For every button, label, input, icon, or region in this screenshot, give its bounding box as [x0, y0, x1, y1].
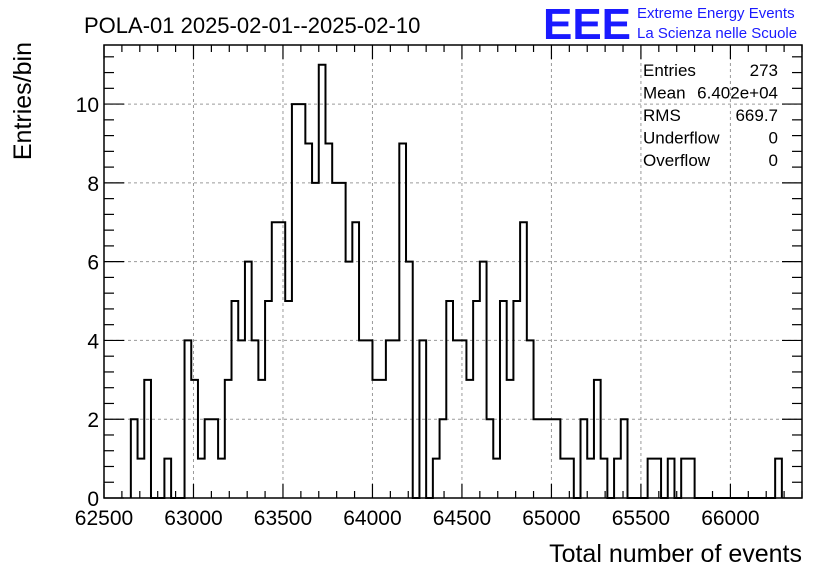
stats-box: Entries 273 Mean 6.402e+04 RMS 669.7 Underflow… — [643, 61, 778, 170]
x-tick-label: 65500 — [612, 507, 670, 530]
chart-title: POLA-01 2025-02-01--2025-02-10 — [84, 13, 420, 38]
stats-label: Mean — [643, 84, 686, 103]
y-tick-label: 4 — [87, 330, 99, 353]
eee-logo-mark: EEE — [543, 0, 631, 49]
y-tick-label: 6 — [87, 252, 99, 275]
x-tick-label: 62500 — [75, 507, 133, 530]
x-axis-label: Total number of events — [549, 540, 802, 568]
y-tick-label: 2 — [87, 409, 99, 432]
histogram-line — [129, 63, 783, 499]
stats-label: Overflow — [643, 151, 711, 170]
stats-value: 0 — [769, 151, 778, 170]
x-tick-label: 65000 — [522, 507, 580, 530]
x-tick-label: 63000 — [164, 507, 222, 530]
y-tick-label: 0 — [87, 488, 99, 511]
plot-frame — [103, 44, 803, 499]
stats-value: 6.402e+04 — [697, 84, 778, 103]
eee-logo-line1: Extreme Energy Events — [637, 5, 795, 22]
x-tick-labels: 62500 63000 63500 64000 64500 65000 65500 66000 — [75, 507, 760, 530]
x-tick-label: 63500 — [254, 507, 312, 530]
stats-value: 0 — [769, 129, 778, 148]
x-tick-label: 64500 — [433, 507, 491, 530]
axis-ticks — [103, 45, 803, 499]
grid — [104, 45, 802, 498]
stats-label: RMS — [643, 106, 681, 125]
stats-label: Entries — [643, 61, 696, 80]
x-tick-label: 64000 — [343, 507, 401, 530]
x-tick-label: 66000 — [701, 507, 759, 530]
y-axis-label: Entries/bin — [9, 42, 37, 160]
stats-label: Underflow — [643, 129, 720, 148]
y-tick-labels: 0 2 4 6 8 10 — [76, 94, 100, 511]
eee-logo-line2: La Scienza nelle Scuole — [637, 25, 797, 42]
eee-logo: EEE Extreme Energy Events La Scienza nel… — [543, 0, 797, 49]
stats-value: 669.7 — [735, 106, 778, 125]
stats-value: 273 — [750, 61, 778, 80]
y-tick-label: 10 — [76, 94, 99, 117]
y-tick-label: 8 — [87, 173, 99, 196]
